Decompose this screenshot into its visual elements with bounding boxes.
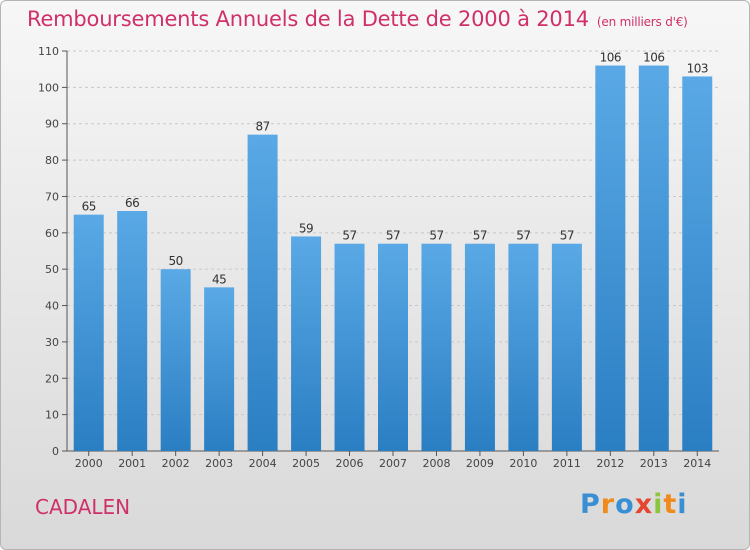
- logo-letter: P: [580, 489, 601, 520]
- bars: [73, 65, 713, 452]
- data-label-2004: 87: [255, 120, 269, 134]
- data-label-2011: 57: [560, 229, 574, 243]
- data-label-2005: 59: [299, 221, 313, 235]
- x-tick-label-2005: 2005: [292, 457, 320, 470]
- x-tick-label-2008: 2008: [422, 457, 450, 470]
- place-name: CADALEN: [35, 495, 131, 519]
- chart-title-text: Remboursements Annuels de la Dette de 20…: [27, 7, 589, 31]
- bar-2014: [682, 76, 713, 452]
- x-tick-label-2009: 2009: [466, 457, 494, 470]
- x-tick-label-2003: 2003: [205, 457, 233, 470]
- bar-2000: [73, 214, 104, 451]
- data-label-2006: 57: [342, 229, 356, 243]
- x-tick-label-2002: 2002: [162, 457, 190, 470]
- bar-2004: [247, 134, 278, 452]
- x-tick-label-2007: 2007: [379, 457, 407, 470]
- data-label-2008: 57: [429, 229, 443, 243]
- logo-letter: x: [634, 489, 654, 520]
- y-tick-label: 10: [45, 409, 59, 422]
- bar-2005: [291, 236, 322, 451]
- y-tick-label: 20: [45, 372, 59, 385]
- bar-2006: [334, 243, 365, 451]
- data-label-2013: 106: [643, 51, 664, 65]
- logo-letter: o: [615, 489, 635, 520]
- bar-2010: [508, 243, 539, 451]
- y-tick-label: 30: [45, 336, 59, 349]
- y-tick-label: 110: [38, 45, 59, 58]
- bar-2002: [160, 269, 191, 451]
- y-tick-label: 50: [45, 263, 59, 276]
- chart-unit: (en milliers d'€): [596, 15, 688, 29]
- data-label-2003: 45: [212, 272, 226, 286]
- y-tick-label: 100: [38, 81, 59, 94]
- data-label-2010: 57: [516, 229, 530, 243]
- bar-2009: [464, 243, 495, 451]
- data-label-2009: 57: [473, 229, 487, 243]
- x-tick-label-2013: 2013: [640, 457, 668, 470]
- x-tick-label-2001: 2001: [118, 457, 146, 470]
- bar-2012: [595, 65, 626, 451]
- y-tick-label: 80: [45, 154, 59, 167]
- chart-title: Remboursements Annuels de la Dette de 20…: [27, 7, 688, 31]
- x-tick-label-2011: 2011: [553, 457, 581, 470]
- y-tick-label: 0: [52, 445, 59, 458]
- logo-letter: i: [677, 489, 688, 520]
- data-label-2012: 106: [600, 51, 621, 65]
- x-tick-label-2006: 2006: [336, 457, 364, 470]
- data-label-2007: 57: [386, 229, 400, 243]
- bar-2008: [421, 243, 452, 451]
- x-tick-label-2014: 2014: [683, 457, 711, 470]
- data-labels: 65 66 50 45 87 59 57 57 57 57 57 57 106 106 103: [82, 51, 709, 287]
- y-tick-label: 40: [45, 300, 59, 313]
- x-tick-label-2004: 2004: [249, 457, 277, 470]
- y-tick-label: 60: [45, 227, 59, 240]
- proxiti-logo: Proxiti: [580, 489, 688, 520]
- logo-letter: i: [653, 489, 664, 520]
- x-tick-label-2010: 2010: [509, 457, 537, 470]
- data-label-2014: 103: [687, 61, 708, 75]
- bar-2013: [638, 65, 669, 451]
- y-tick-label: 90: [45, 118, 59, 131]
- tick-labels: 0 10 20 30 40 50 60 70 80 90 100 110 2000 2001 2002 200…: [38, 45, 711, 470]
- data-label-2000: 65: [82, 200, 96, 214]
- logo-letter: r: [600, 489, 616, 520]
- bar-2001: [117, 211, 148, 451]
- data-label-2002: 50: [169, 254, 183, 268]
- y-tick-label: 70: [45, 190, 59, 203]
- x-tick-label-2000: 2000: [75, 457, 103, 470]
- x-tick-label-2012: 2012: [596, 457, 624, 470]
- bar-2007: [378, 243, 408, 451]
- bar-2011: [551, 243, 582, 451]
- bar-2003: [204, 287, 235, 451]
- data-label-2001: 66: [125, 196, 139, 210]
- logo-letter: t: [663, 489, 678, 520]
